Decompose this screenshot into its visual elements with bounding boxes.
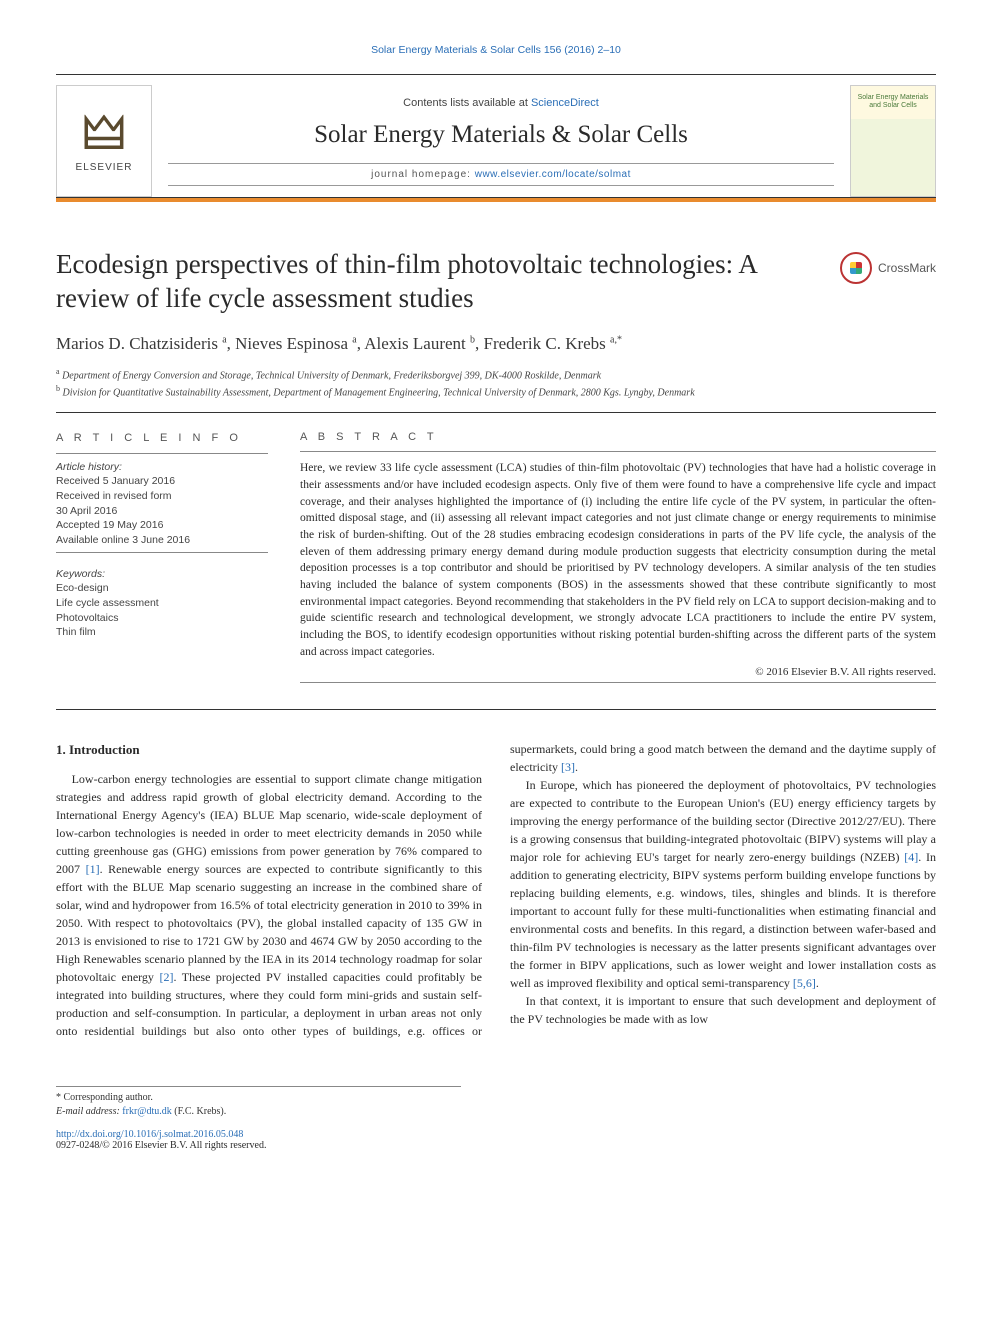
info-abstract-row: A R T I C L E I N F O Article history: R… bbox=[56, 431, 936, 691]
body-text: Low-carbon energy technologies are essen… bbox=[56, 772, 482, 876]
history-revised-l2: 30 April 2016 bbox=[56, 504, 268, 519]
publisher-logo[interactable]: 🜲 ELSEVIER bbox=[56, 85, 152, 197]
rule-above-info bbox=[56, 412, 936, 413]
homepage-bar: journal homepage: www.elsevier.com/locat… bbox=[168, 163, 834, 186]
citation-link[interactable]: [4] bbox=[904, 850, 918, 864]
article-title: Ecodesign perspectives of thin-film phot… bbox=[56, 248, 824, 316]
history-online: Available online 3 June 2016 bbox=[56, 533, 268, 548]
body-paragraph: In that context, it is important to ensu… bbox=[510, 992, 936, 1028]
abstract-text: Here, we review 33 life cycle assessment… bbox=[300, 460, 936, 660]
email-link[interactable]: frkr@dtu.dk bbox=[122, 1106, 171, 1117]
abstract-column: A B S T R A C T Here, we review 33 life … bbox=[300, 431, 936, 691]
body-text: In that context, it is important to ensu… bbox=[510, 994, 936, 1026]
authors-line: Marios D. Chatzisideris a, Nieves Espino… bbox=[56, 334, 936, 354]
email-label: E-mail address: bbox=[56, 1106, 122, 1117]
keyword-item: Eco-design bbox=[56, 581, 268, 596]
body-two-column: 1. Introduction Low-carbon energy techno… bbox=[56, 740, 936, 1040]
article-info-column: A R T I C L E I N F O Article history: R… bbox=[56, 431, 268, 691]
affiliation-line: a Department of Energy Conversion and St… bbox=[56, 366, 936, 383]
contents-line: Contents lists available at ScienceDirec… bbox=[168, 97, 834, 109]
citation-link[interactable]: [5,6] bbox=[793, 976, 816, 990]
keyword-item: Life cycle assessment bbox=[56, 596, 268, 611]
homepage-label: journal homepage: bbox=[371, 169, 475, 180]
history-received: Received 5 January 2016 bbox=[56, 474, 268, 489]
body-text: In Europe, which has pioneered the deplo… bbox=[510, 778, 936, 864]
keywords-label: Keywords: bbox=[56, 567, 268, 582]
history-label: Article history: bbox=[56, 460, 268, 475]
body-text: . Renewable energy sources are expected … bbox=[56, 862, 482, 984]
title-block: Ecodesign perspectives of thin-film phot… bbox=[56, 248, 936, 316]
journal-cover-thumb[interactable]: Solar Energy Materials and Solar Cells bbox=[850, 85, 936, 197]
history-revised-l1: Received in revised form bbox=[56, 489, 268, 504]
keyword-item: Thin film bbox=[56, 625, 268, 640]
email-line: E-mail address: frkr@dtu.dk (F.C. Krebs)… bbox=[56, 1105, 461, 1119]
issn-copyright: 0927-0248/© 2016 Elsevier B.V. All right… bbox=[56, 1140, 266, 1151]
journal-name: Solar Energy Materials & Solar Cells bbox=[168, 121, 834, 149]
homepage-link[interactable]: www.elsevier.com/locate/solmat bbox=[475, 169, 631, 180]
corresponding-author-note: * Corresponding author. bbox=[56, 1091, 461, 1105]
affiliations: a Department of Energy Conversion and St… bbox=[56, 366, 936, 401]
article-info-heading: A R T I C L E I N F O bbox=[56, 431, 268, 446]
email-paren: (F.C. Krebs). bbox=[172, 1106, 226, 1117]
publisher-name: ELSEVIER bbox=[76, 162, 133, 173]
footnotes: * Corresponding author. E-mail address: … bbox=[56, 1086, 461, 1119]
running-head-link[interactable]: Solar Energy Materials & Solar Cells 156… bbox=[371, 44, 621, 56]
body-paragraph: In Europe, which has pioneered the deplo… bbox=[510, 776, 936, 992]
keyword-item: Photovoltaics bbox=[56, 611, 268, 626]
section-1-heading: 1. Introduction bbox=[56, 740, 482, 760]
rule-below-abstract bbox=[56, 709, 936, 710]
citation-link[interactable]: [1] bbox=[86, 862, 100, 876]
accent-rule bbox=[56, 198, 936, 202]
citation-link[interactable]: [2] bbox=[159, 970, 173, 984]
crossmark-icon bbox=[840, 252, 872, 284]
body-text: . In addition to generating electricity,… bbox=[510, 850, 936, 990]
page-root: Solar Energy Materials & Solar Cells 156… bbox=[0, 0, 992, 1191]
running-head: Solar Energy Materials & Solar Cells 156… bbox=[56, 44, 936, 56]
abstract-copyright: © 2016 Elsevier B.V. All rights reserved… bbox=[300, 666, 936, 678]
body-text: . bbox=[816, 976, 819, 990]
history-accepted: Accepted 19 May 2016 bbox=[56, 518, 268, 533]
body-text: . bbox=[575, 760, 578, 774]
abstract-heading: A B S T R A C T bbox=[300, 431, 936, 443]
doi-block: http://dx.doi.org/10.1016/j.solmat.2016.… bbox=[56, 1129, 936, 1151]
affiliation-line: b Division for Quantitative Sustainabili… bbox=[56, 383, 936, 400]
masthead: 🜲 ELSEVIER Contents lists available at S… bbox=[56, 74, 936, 198]
doi-link[interactable]: http://dx.doi.org/10.1016/j.solmat.2016.… bbox=[56, 1129, 243, 1140]
contents-prefix: Contents lists available at bbox=[403, 97, 531, 109]
citation-link[interactable]: [3] bbox=[561, 760, 575, 774]
cover-title: Solar Energy Materials and Solar Cells bbox=[851, 94, 935, 111]
crossmark-widget[interactable]: CrossMark bbox=[840, 252, 936, 284]
sciencedirect-link[interactable]: ScienceDirect bbox=[531, 97, 599, 109]
crossmark-label: CrossMark bbox=[878, 261, 936, 275]
masthead-center: Contents lists available at ScienceDirec… bbox=[168, 97, 834, 186]
keywords-block: Keywords: Eco-designLife cycle assessmen… bbox=[56, 567, 268, 640]
elsevier-tree-icon: 🜲 bbox=[82, 110, 126, 158]
